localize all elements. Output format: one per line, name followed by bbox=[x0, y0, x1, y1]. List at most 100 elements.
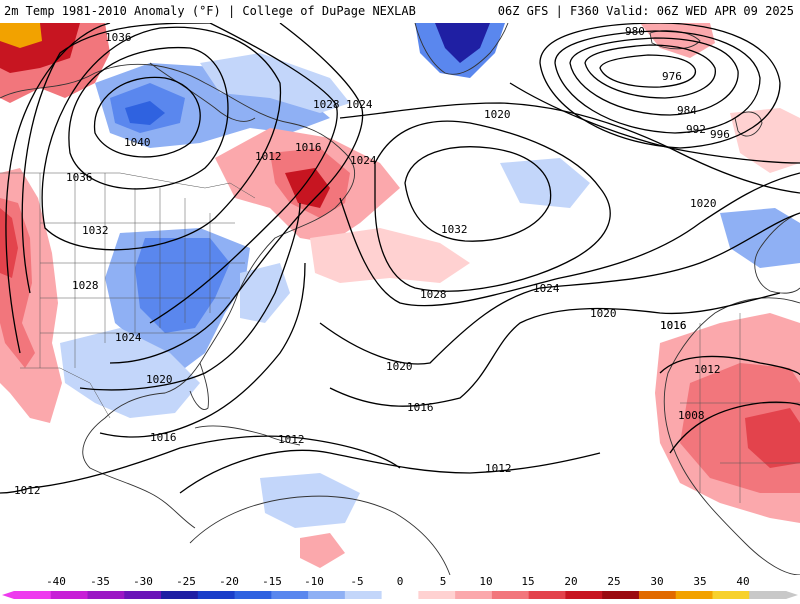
cold-anomaly-eastern-us-core bbox=[135, 238, 230, 333]
isobar-1040-high bbox=[93, 76, 201, 158]
isobar-label: 1036 bbox=[105, 31, 132, 44]
us-state-lines bbox=[39, 173, 245, 368]
colorbar-tick: 40 bbox=[736, 575, 749, 588]
warm-anomaly-maritime-peak bbox=[285, 168, 330, 208]
anomaly-colorbar: -40 -35 -30 -25 -20 -15 -10 -5 0 5 10 15… bbox=[0, 575, 800, 600]
isobar-1012-west-edge bbox=[0, 487, 31, 494]
coastline-europe bbox=[754, 212, 800, 294]
isobar-label: 1020 bbox=[690, 197, 717, 210]
isobar-1012-africa bbox=[659, 355, 800, 376]
isobar-label: 1028 bbox=[420, 288, 447, 301]
warm-anomaly-west-us-peak bbox=[0, 208, 18, 278]
warm-anomaly-atlantic bbox=[310, 228, 470, 283]
isobar-label: 1024 bbox=[346, 98, 373, 111]
isobar-label: 1016 bbox=[150, 431, 177, 444]
coastline-cuba bbox=[194, 425, 301, 446]
product-title: 2m Temp 1981-2010 Anomaly (°F) | College… bbox=[4, 4, 416, 18]
africa-borders bbox=[680, 313, 800, 503]
coastline-greenland bbox=[414, 23, 509, 75]
anomaly-shading bbox=[0, 23, 800, 568]
isobar-label: 996 bbox=[710, 128, 730, 141]
colorbar-cell bbox=[344, 591, 383, 599]
colorbar-cell bbox=[381, 591, 419, 599]
isobar-label: 1020 bbox=[590, 307, 617, 320]
coastlines bbox=[0, 23, 800, 575]
coastline-hudson-bay bbox=[149, 62, 256, 122]
colorbar-tick: 0 bbox=[397, 575, 404, 588]
warm-anomaly-south-america bbox=[300, 533, 345, 568]
colorbar-tick: 35 bbox=[693, 575, 706, 588]
warm-anomaly-africa-peak bbox=[745, 408, 800, 468]
cold-anomaly-east-atlantic bbox=[720, 208, 800, 268]
colorbar-cell bbox=[14, 591, 52, 599]
colorbar-tick-labels: -40 -35 -30 -25 -20 -15 -10 -5 0 5 10 15… bbox=[46, 575, 750, 588]
isobar-label: 1012 bbox=[14, 484, 41, 497]
cold-anomaly-gulf bbox=[60, 328, 200, 418]
isobar-1020-north bbox=[339, 102, 800, 194]
isobar-1036-high bbox=[68, 46, 229, 190]
colorbar-cell bbox=[124, 591, 162, 599]
coastline-british-isles bbox=[734, 111, 763, 137]
isobar-1028-atlantic bbox=[374, 120, 611, 292]
colorbar-cell bbox=[491, 591, 530, 599]
colorbar-tick: -20 bbox=[219, 575, 239, 588]
isobars bbox=[0, 23, 800, 494]
isobar-label: 1036 bbox=[66, 171, 93, 184]
isobar-label: 984 bbox=[677, 104, 697, 117]
isobar-1032-west bbox=[41, 26, 282, 251]
warm-anomaly-northwest-peak bbox=[0, 23, 42, 48]
isobar-label: 1028 bbox=[313, 98, 340, 111]
isobar-1020-south bbox=[79, 202, 301, 391]
title-bar: 2m Temp 1981-2010 Anomaly (°F) | College… bbox=[0, 0, 800, 23]
isobar-label: 1024 bbox=[533, 282, 560, 295]
colorbar-cell bbox=[87, 591, 125, 599]
colorbar-tick: 25 bbox=[607, 575, 620, 588]
colorbar-cell bbox=[455, 591, 493, 599]
isobar-1024-arc bbox=[109, 23, 364, 364]
colorbar-tick: -5 bbox=[350, 575, 363, 588]
isobar-label: 1016 bbox=[295, 141, 322, 154]
colorbar-cell bbox=[234, 591, 272, 599]
isobar-1024-atlantic bbox=[339, 172, 800, 307]
isobar-992-low bbox=[554, 30, 761, 134]
isobar-1028-east bbox=[149, 23, 338, 324]
coastline-north-america bbox=[0, 63, 356, 529]
coastline-florida bbox=[189, 362, 209, 410]
colorbar-tick: -15 bbox=[262, 575, 282, 588]
colorbar-min-arrow bbox=[2, 591, 14, 599]
isobar-1008-africa bbox=[669, 401, 800, 454]
colorbar-tick: -40 bbox=[46, 575, 66, 588]
colorbar-tick: -30 bbox=[133, 575, 153, 588]
isobar-1012-mid bbox=[179, 449, 601, 494]
warm-anomaly-iceland bbox=[640, 23, 715, 58]
colorbar-cell bbox=[528, 591, 566, 599]
colorbar-cell bbox=[602, 591, 640, 599]
cold-anomaly-atlantic-coast bbox=[240, 263, 290, 323]
isobar-label: 992 bbox=[686, 123, 706, 136]
us-canada-border bbox=[0, 172, 256, 199]
colorbar-tick: -35 bbox=[90, 575, 110, 588]
isobar-labels: 1036 1040 1036 1032 1028 1024 1020 1016 … bbox=[14, 25, 730, 497]
isobar-label: 1032 bbox=[82, 224, 109, 237]
isobar-1012-south bbox=[29, 435, 401, 489]
isobar-label: 1024 bbox=[350, 154, 377, 167]
isobar-label: 1040 bbox=[124, 136, 151, 149]
colorbar-tick: 5 bbox=[440, 575, 447, 588]
colorbar-cell bbox=[271, 591, 309, 599]
isobar-label: 1020 bbox=[484, 108, 511, 121]
isobar-label: 1008 bbox=[678, 409, 705, 422]
isobar-label: 1012 bbox=[255, 150, 282, 163]
colorbar-cell bbox=[308, 591, 346, 599]
isobar-996-low bbox=[539, 23, 781, 149]
colorbar-cell bbox=[197, 591, 236, 599]
cold-anomaly-greenland-core bbox=[435, 23, 490, 63]
isobar-label: 1024 bbox=[115, 331, 142, 344]
isobar-label: 1032 bbox=[441, 223, 468, 236]
isobar-1020-atlantic bbox=[319, 212, 800, 365]
cold-anomaly-south-america bbox=[260, 473, 360, 528]
colorbar-tick: 30 bbox=[650, 575, 663, 588]
isobar-label: 1012 bbox=[694, 363, 721, 376]
isobar-label: 1016 bbox=[660, 319, 687, 332]
isobar-label: 1012 bbox=[278, 433, 305, 446]
isobar-label: 1028 bbox=[72, 279, 99, 292]
